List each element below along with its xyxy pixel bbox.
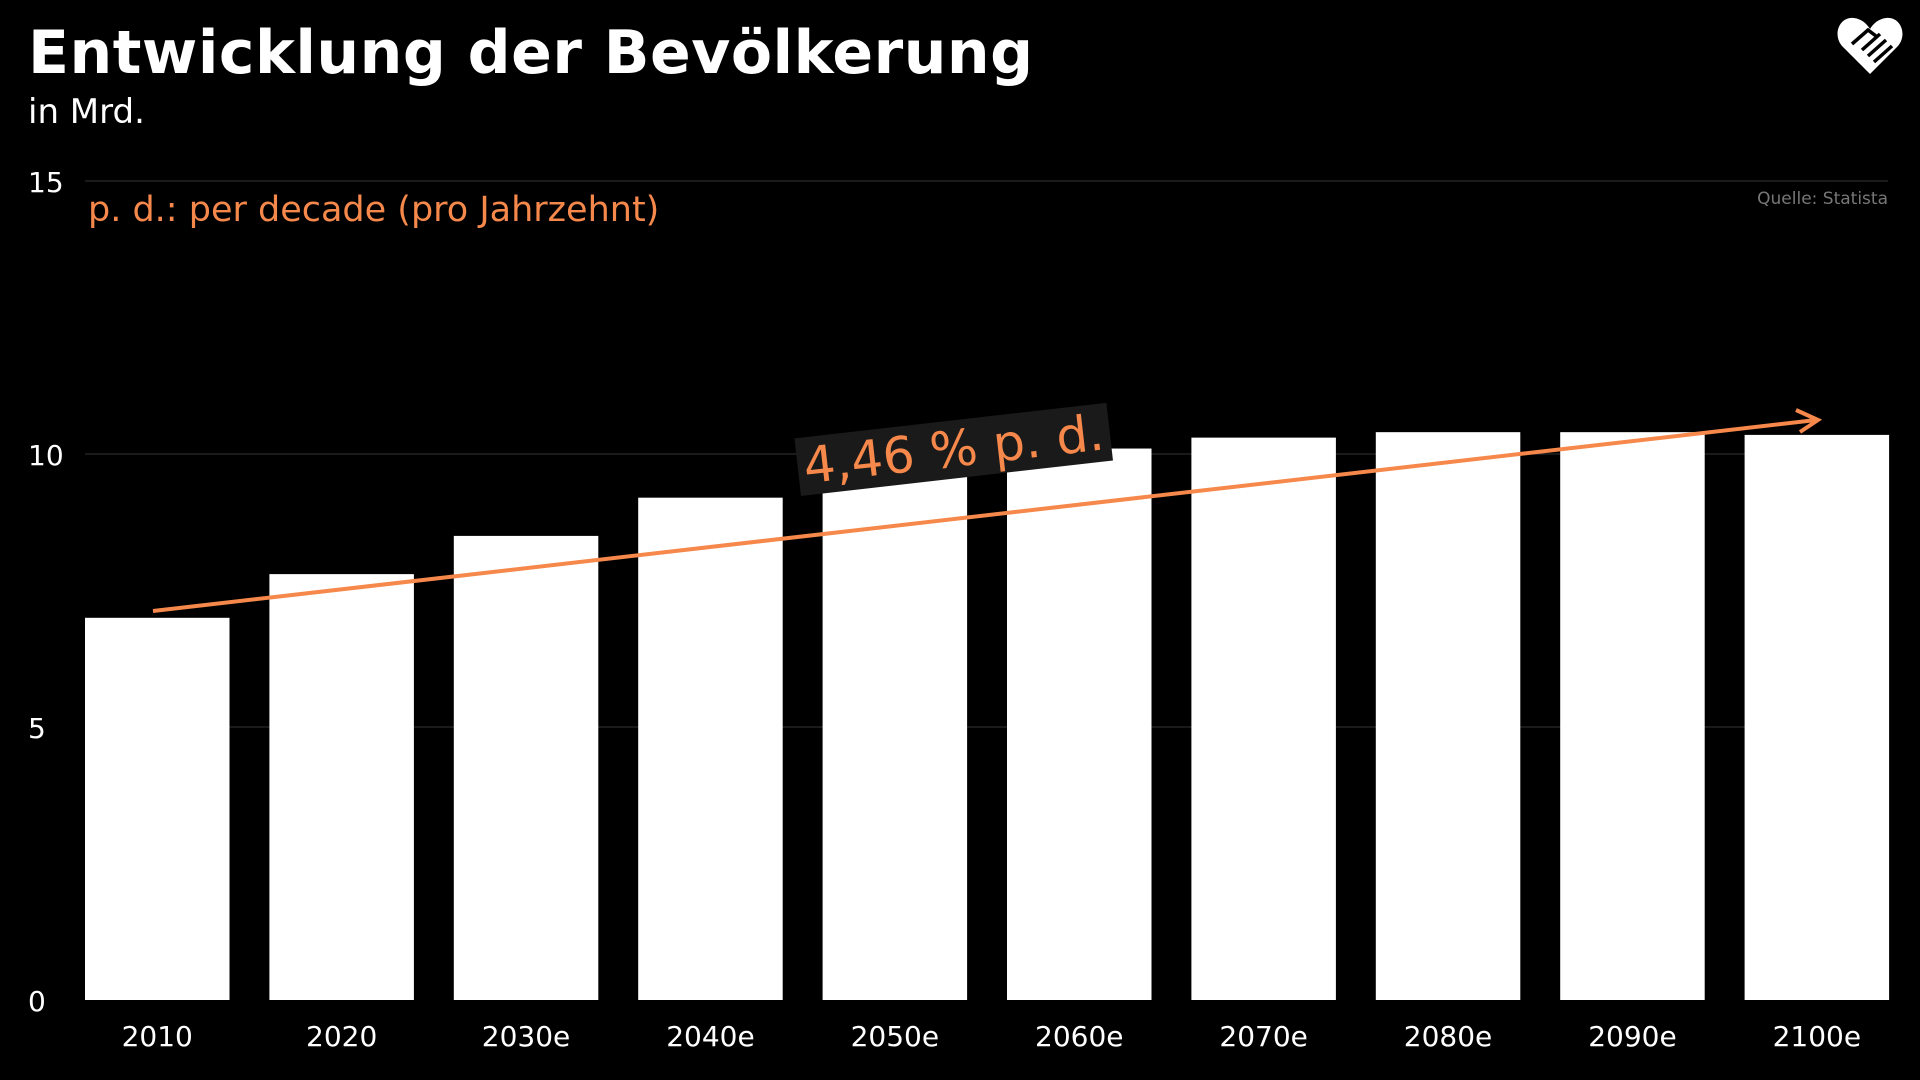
bar-2030e bbox=[453, 535, 599, 1000]
bar-2010 bbox=[85, 617, 230, 1000]
y-tick-label: 10 bbox=[28, 439, 64, 472]
x-tick-label: 2010 bbox=[122, 1020, 193, 1053]
x-tick-label: 2060e bbox=[1035, 1020, 1123, 1053]
bar-2100e bbox=[1744, 434, 1890, 1000]
source-label: Quelle: Statista bbox=[1757, 189, 1888, 209]
x-tick-label: 2080e bbox=[1404, 1020, 1492, 1053]
x-tick-label: 2100e bbox=[1773, 1020, 1861, 1053]
chart-title: Entwicklung der Bevölkerung bbox=[28, 18, 1034, 88]
x-tick-label: 2040e bbox=[666, 1020, 754, 1053]
y-tick-label: 15 bbox=[28, 166, 64, 199]
bar-2080e bbox=[1375, 432, 1521, 1000]
heart-handshake-icon bbox=[1836, 14, 1904, 80]
trend-line bbox=[152, 418, 1817, 613]
chart-subtitle: in Mrd. bbox=[28, 92, 145, 132]
bar-2090e bbox=[1560, 432, 1705, 1000]
annotation-note: p. d.: per decade (pro Jahrzehnt) bbox=[88, 190, 660, 230]
x-tick-label: 2020 bbox=[306, 1020, 377, 1053]
bar-2060e bbox=[1007, 448, 1152, 1000]
trend-arrowhead-icon bbox=[1795, 408, 1823, 434]
y-tick-label: 5 bbox=[28, 712, 46, 745]
bar-2020 bbox=[269, 574, 414, 1000]
x-tick-label: 2090e bbox=[1588, 1020, 1676, 1053]
bar-2040e bbox=[638, 497, 783, 1000]
x-tick-label: 2070e bbox=[1219, 1020, 1307, 1053]
bar-2070e bbox=[1191, 437, 1336, 1000]
x-tick-label: 2050e bbox=[851, 1020, 939, 1053]
bar-2050e bbox=[822, 470, 968, 1000]
x-tick-label: 2030e bbox=[482, 1020, 570, 1053]
y-tick-label: 0 bbox=[28, 985, 46, 1018]
